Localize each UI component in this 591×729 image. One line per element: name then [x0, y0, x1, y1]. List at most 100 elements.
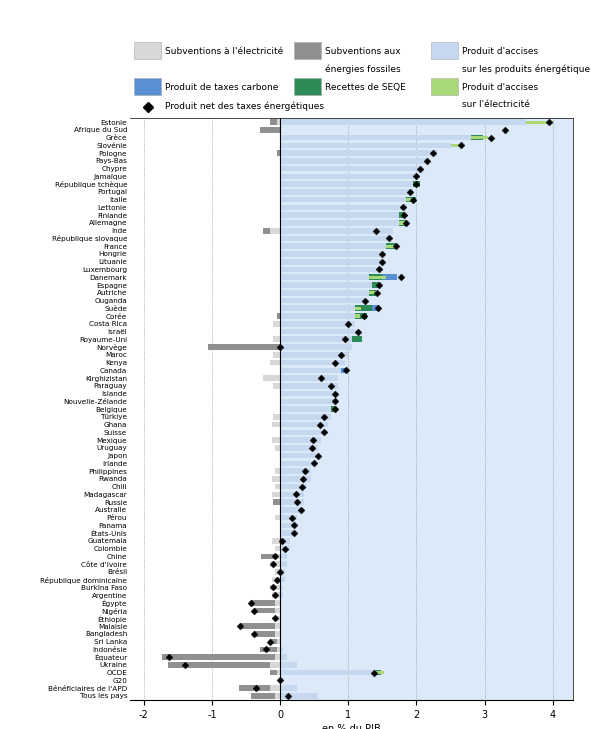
- Bar: [277, 639, 280, 644]
- Bar: [277, 150, 280, 156]
- Bar: [275, 600, 280, 606]
- Bar: [251, 600, 275, 606]
- Bar: [280, 693, 317, 699]
- Bar: [280, 538, 290, 544]
- Bar: [270, 561, 280, 567]
- Bar: [375, 670, 381, 676]
- Bar: [280, 585, 284, 590]
- Bar: [280, 329, 359, 335]
- Bar: [251, 693, 275, 699]
- Bar: [263, 375, 280, 381]
- X-axis label: en % du PIB: en % du PIB: [322, 724, 381, 729]
- Bar: [280, 197, 406, 203]
- Bar: [271, 639, 277, 644]
- Bar: [352, 337, 362, 342]
- Bar: [272, 476, 280, 482]
- Bar: [271, 670, 277, 676]
- Bar: [369, 274, 382, 280]
- Bar: [280, 189, 410, 195]
- Bar: [280, 491, 304, 497]
- Bar: [273, 383, 280, 389]
- Bar: [280, 228, 392, 233]
- Bar: [273, 337, 280, 342]
- Bar: [355, 305, 372, 311]
- Bar: [239, 685, 270, 691]
- Bar: [400, 222, 408, 225]
- Bar: [280, 118, 573, 700]
- Bar: [275, 546, 280, 551]
- Bar: [162, 655, 275, 660]
- Bar: [280, 174, 417, 179]
- Bar: [277, 647, 280, 652]
- Bar: [280, 445, 317, 451]
- Bar: [280, 383, 338, 389]
- Bar: [471, 136, 488, 139]
- Text: Produit de taxes carbone: Produit de taxes carbone: [165, 83, 279, 92]
- FancyBboxPatch shape: [135, 77, 161, 95]
- Bar: [280, 344, 352, 350]
- Bar: [280, 414, 331, 420]
- Text: énergies fossiles: énergies fossiles: [325, 64, 401, 74]
- Bar: [280, 337, 352, 342]
- Bar: [386, 243, 396, 249]
- Bar: [280, 290, 369, 295]
- Bar: [372, 282, 379, 288]
- Bar: [471, 135, 483, 141]
- Bar: [280, 259, 382, 265]
- Bar: [280, 282, 372, 288]
- Bar: [280, 399, 335, 404]
- Bar: [280, 166, 420, 171]
- Bar: [280, 561, 287, 567]
- Bar: [280, 375, 338, 381]
- Bar: [382, 274, 397, 280]
- Bar: [525, 120, 553, 124]
- Bar: [280, 685, 297, 691]
- Bar: [280, 135, 471, 141]
- Bar: [280, 313, 355, 319]
- Bar: [273, 321, 280, 327]
- Bar: [275, 615, 280, 621]
- Bar: [369, 290, 375, 295]
- Bar: [241, 623, 275, 629]
- Bar: [275, 608, 280, 614]
- Bar: [280, 212, 400, 218]
- Bar: [261, 553, 275, 559]
- Bar: [280, 305, 355, 311]
- Bar: [275, 553, 280, 559]
- Text: Subventions à l'électricité: Subventions à l'électricité: [165, 47, 284, 56]
- Bar: [331, 406, 335, 412]
- Bar: [280, 359, 345, 365]
- Bar: [280, 267, 379, 273]
- Bar: [280, 321, 355, 327]
- Bar: [280, 391, 335, 397]
- Text: Produit net des taxes énergétiques: Produit net des taxes énergétiques: [165, 102, 324, 112]
- Bar: [406, 198, 414, 201]
- Bar: [369, 291, 377, 295]
- Bar: [355, 314, 360, 318]
- Bar: [400, 212, 404, 218]
- Bar: [280, 220, 400, 226]
- Bar: [275, 484, 280, 489]
- Bar: [280, 484, 307, 489]
- Text: Produit d'accises: Produit d'accises: [462, 83, 538, 92]
- Bar: [273, 414, 280, 420]
- Bar: [209, 344, 280, 350]
- Bar: [369, 276, 386, 278]
- Bar: [270, 120, 277, 125]
- Bar: [280, 468, 311, 474]
- Bar: [272, 538, 280, 544]
- Text: Produit d'accises: Produit d'accises: [462, 47, 538, 56]
- Bar: [280, 499, 304, 505]
- Text: sur l'électricité: sur l'électricité: [462, 101, 530, 109]
- Bar: [259, 647, 277, 652]
- FancyBboxPatch shape: [431, 77, 458, 95]
- Bar: [259, 127, 280, 133]
- Bar: [270, 585, 280, 590]
- Bar: [375, 671, 384, 674]
- Bar: [280, 406, 331, 412]
- FancyBboxPatch shape: [431, 42, 458, 59]
- Bar: [280, 182, 413, 187]
- Bar: [273, 499, 280, 505]
- Bar: [355, 307, 361, 310]
- Bar: [280, 569, 285, 574]
